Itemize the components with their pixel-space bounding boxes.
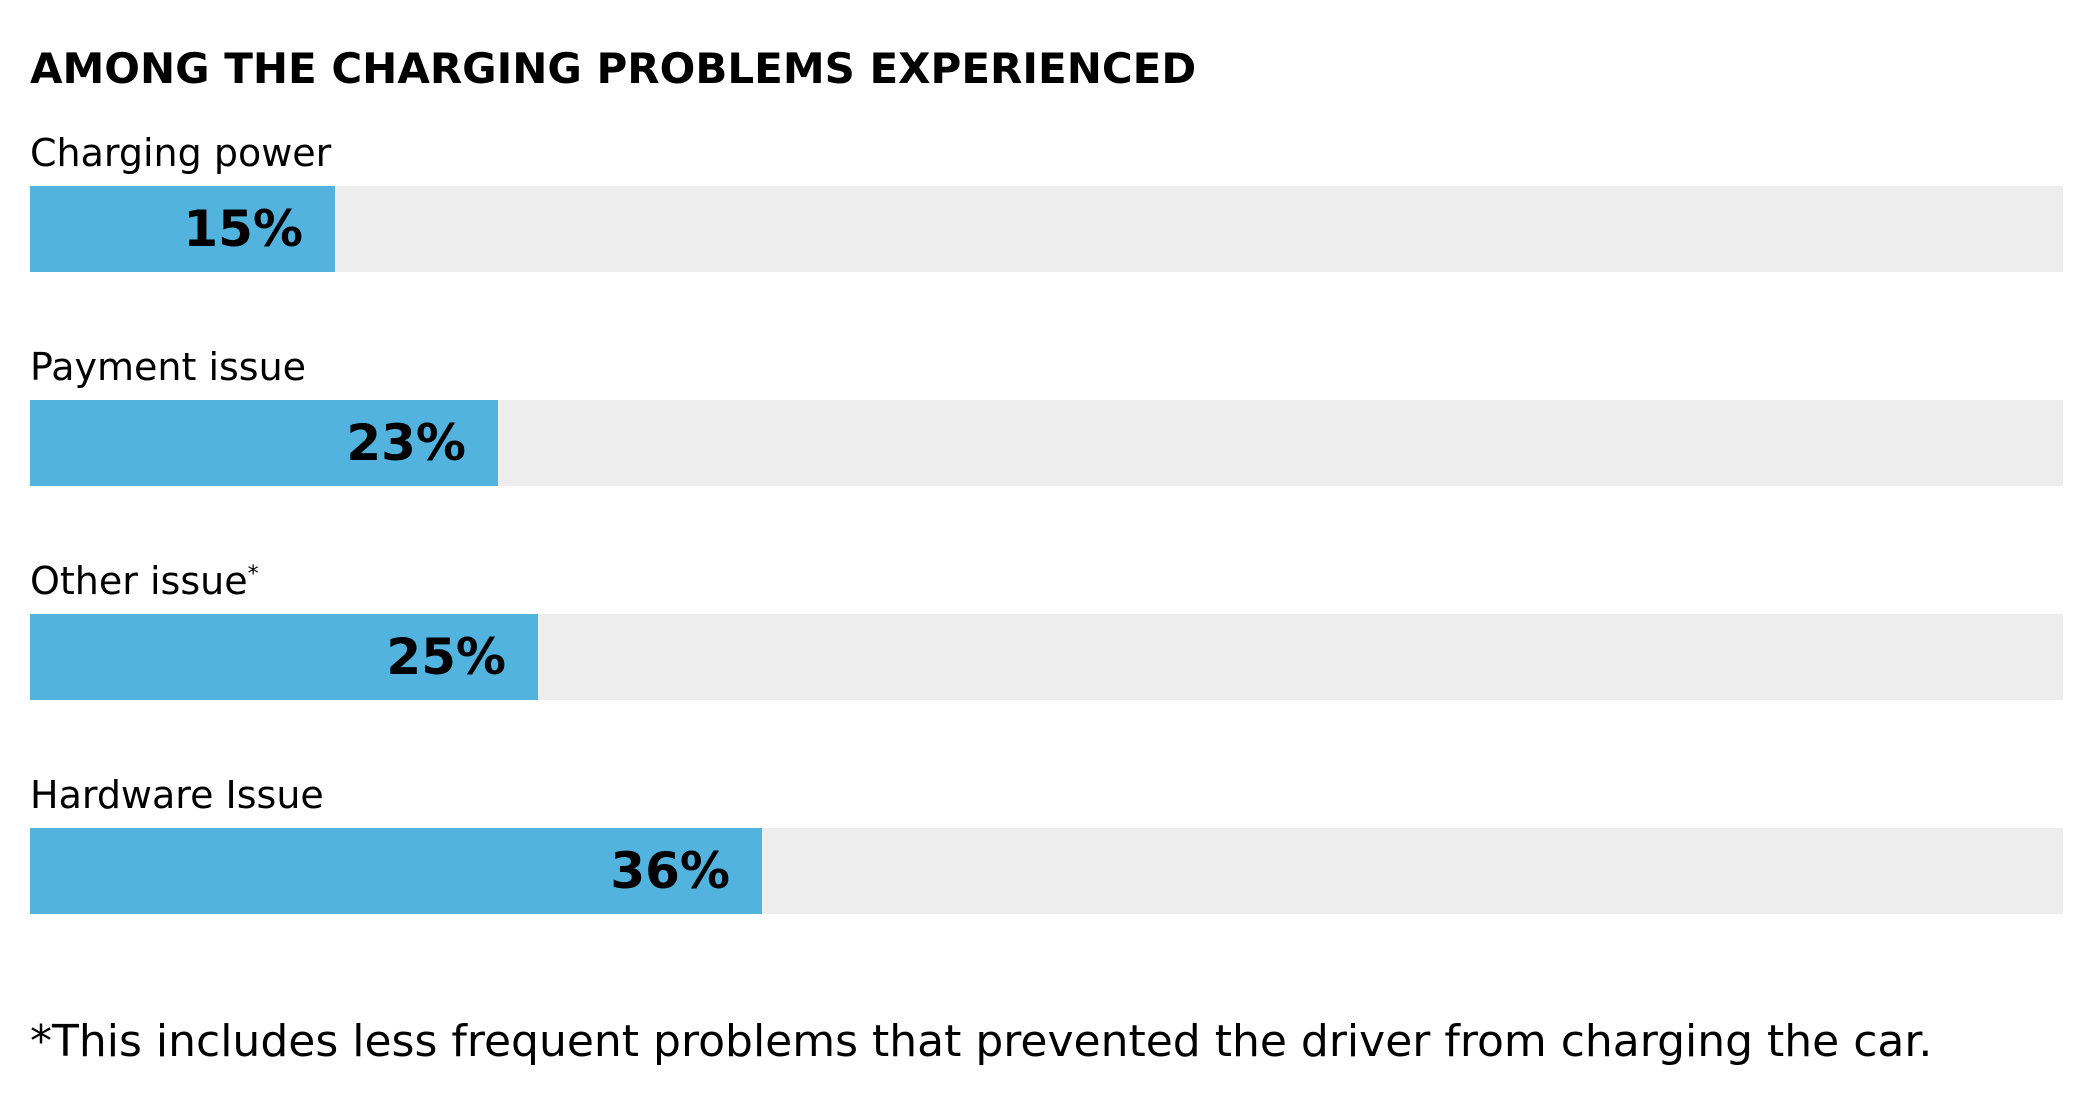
bar-track: 23%: [30, 400, 2063, 486]
chart-title: AMONG THE CHARGING PROBLEMS EXPERIENCED: [30, 44, 1197, 93]
category-label: Other issue*: [30, 558, 259, 604]
value-label: 23%: [346, 414, 466, 472]
category-label-text: Hardware Issue: [30, 773, 324, 817]
footnote-marker: *: [247, 562, 259, 587]
category-label: Charging power: [30, 130, 331, 176]
bar-row: Charging power 15%: [0, 130, 2092, 280]
category-label: Hardware Issue: [30, 772, 324, 818]
value-label: 25%: [386, 628, 506, 686]
bar-track: 36%: [30, 828, 2063, 914]
category-label: Payment issue: [30, 344, 306, 390]
bar: [30, 828, 762, 914]
chart-footnote: *This includes less frequent problems th…: [30, 1016, 1933, 1067]
bar-track: 25%: [30, 614, 2063, 700]
bar-track: 15%: [30, 186, 2063, 272]
bar-row: Payment issue 23%: [0, 344, 2092, 494]
bar-row: Other issue* 25%: [0, 558, 2092, 708]
category-label-text: Other issue: [30, 559, 248, 603]
bar: [30, 186, 335, 272]
bar: [30, 400, 498, 486]
category-label-text: Payment issue: [30, 345, 307, 389]
category-label-text: Charging power: [30, 131, 332, 175]
bar-row: Hardware Issue 36%: [0, 772, 2092, 922]
bar: [30, 614, 538, 700]
value-label: 15%: [183, 200, 303, 258]
value-label: 36%: [610, 842, 730, 900]
